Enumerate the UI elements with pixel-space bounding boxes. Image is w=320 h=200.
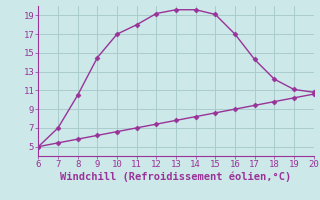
X-axis label: Windchill (Refroidissement éolien,°C): Windchill (Refroidissement éolien,°C) <box>60 172 292 182</box>
